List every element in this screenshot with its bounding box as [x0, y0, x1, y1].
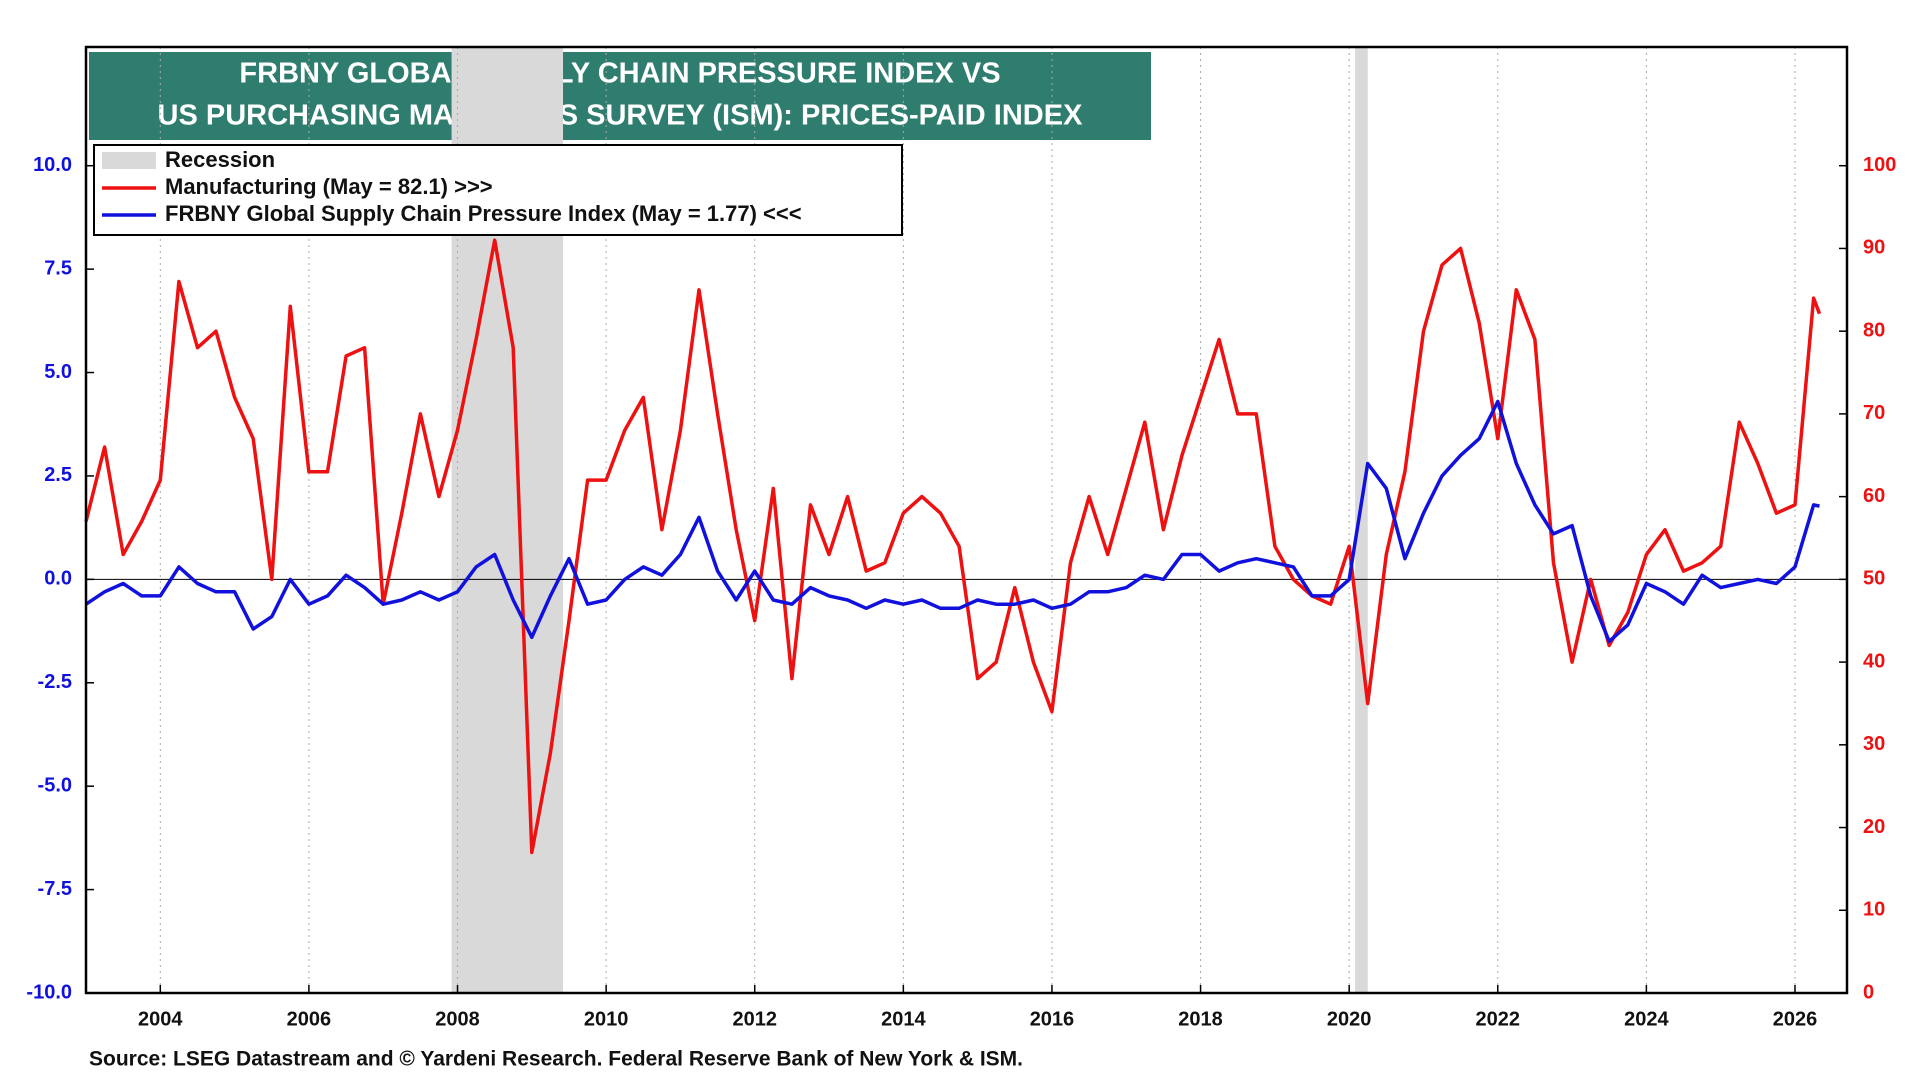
x-tick-label: 2004: [138, 1008, 183, 1030]
title-box: [89, 52, 1151, 140]
x-tick-label: 2024: [1624, 1008, 1669, 1030]
legend-swatch: [102, 152, 156, 169]
chart-title: US PURCHASING MANAGERS SURVEY (ISM): PRI…: [158, 100, 1084, 132]
x-tick-label: 2012: [732, 1008, 777, 1030]
y2-tick-label: 60: [1863, 485, 1885, 507]
y2-tick-label: 50: [1863, 568, 1885, 590]
legend-box: [93, 144, 903, 236]
y-tick-label: 5.0: [44, 361, 72, 383]
x-tick-label: 2014: [881, 1008, 926, 1030]
y-tick-label: -10.0: [26, 981, 72, 1003]
y2-tick-label: 80: [1863, 319, 1885, 341]
x-tick-label: 2018: [1178, 1008, 1223, 1030]
y-tick-label: -2.5: [38, 671, 72, 693]
y-tick-label: 7.5: [44, 257, 72, 279]
y-tick-label: 10.0: [33, 154, 72, 176]
x-tick-label: 2008: [435, 1008, 480, 1030]
x-tick-label: 2022: [1476, 1008, 1521, 1030]
y2-tick-label: 10: [1863, 899, 1885, 921]
x-tick-label: 2016: [1030, 1008, 1075, 1030]
legend-label: Recession: [165, 147, 275, 172]
y-tick-label: -5.0: [38, 774, 72, 796]
chart-title: FRBNY GLOBAL SUPPLY CHAIN PRESSURE INDEX…: [239, 58, 1000, 90]
y2-tick-label: 30: [1863, 733, 1885, 755]
x-tick-label: 2020: [1327, 1008, 1372, 1030]
y2-tick-label: 70: [1863, 402, 1885, 424]
x-tick-label: 2010: [584, 1008, 629, 1030]
series-line: [84, 238, 1822, 855]
y-tick-label: 2.5: [44, 464, 72, 486]
y2-tick-label: 90: [1863, 237, 1885, 259]
series-line: [85, 399, 1820, 644]
y2-tick-label: 20: [1863, 816, 1885, 838]
y2-tick-label: 0: [1863, 981, 1874, 1003]
recession-band: [1355, 47, 1368, 993]
y-tick-label: 0.0: [44, 568, 72, 590]
x-tick-label: 2026: [1773, 1008, 1818, 1030]
y2-tick-label: 40: [1863, 650, 1885, 672]
plot-frame: [84, 45, 1849, 995]
legend-label: FRBNY Global Supply Chain Pressure Index…: [165, 201, 802, 226]
y2-tick-label: 100: [1863, 154, 1896, 176]
x-tick-label: 2006: [287, 1008, 332, 1030]
y-tick-label: -7.5: [38, 878, 72, 900]
source-note: Source: LSEG Datastream and © Yardeni Re…: [89, 1048, 1023, 1071]
legend-label: Manufacturing (May = 82.1) >>>: [165, 174, 493, 199]
